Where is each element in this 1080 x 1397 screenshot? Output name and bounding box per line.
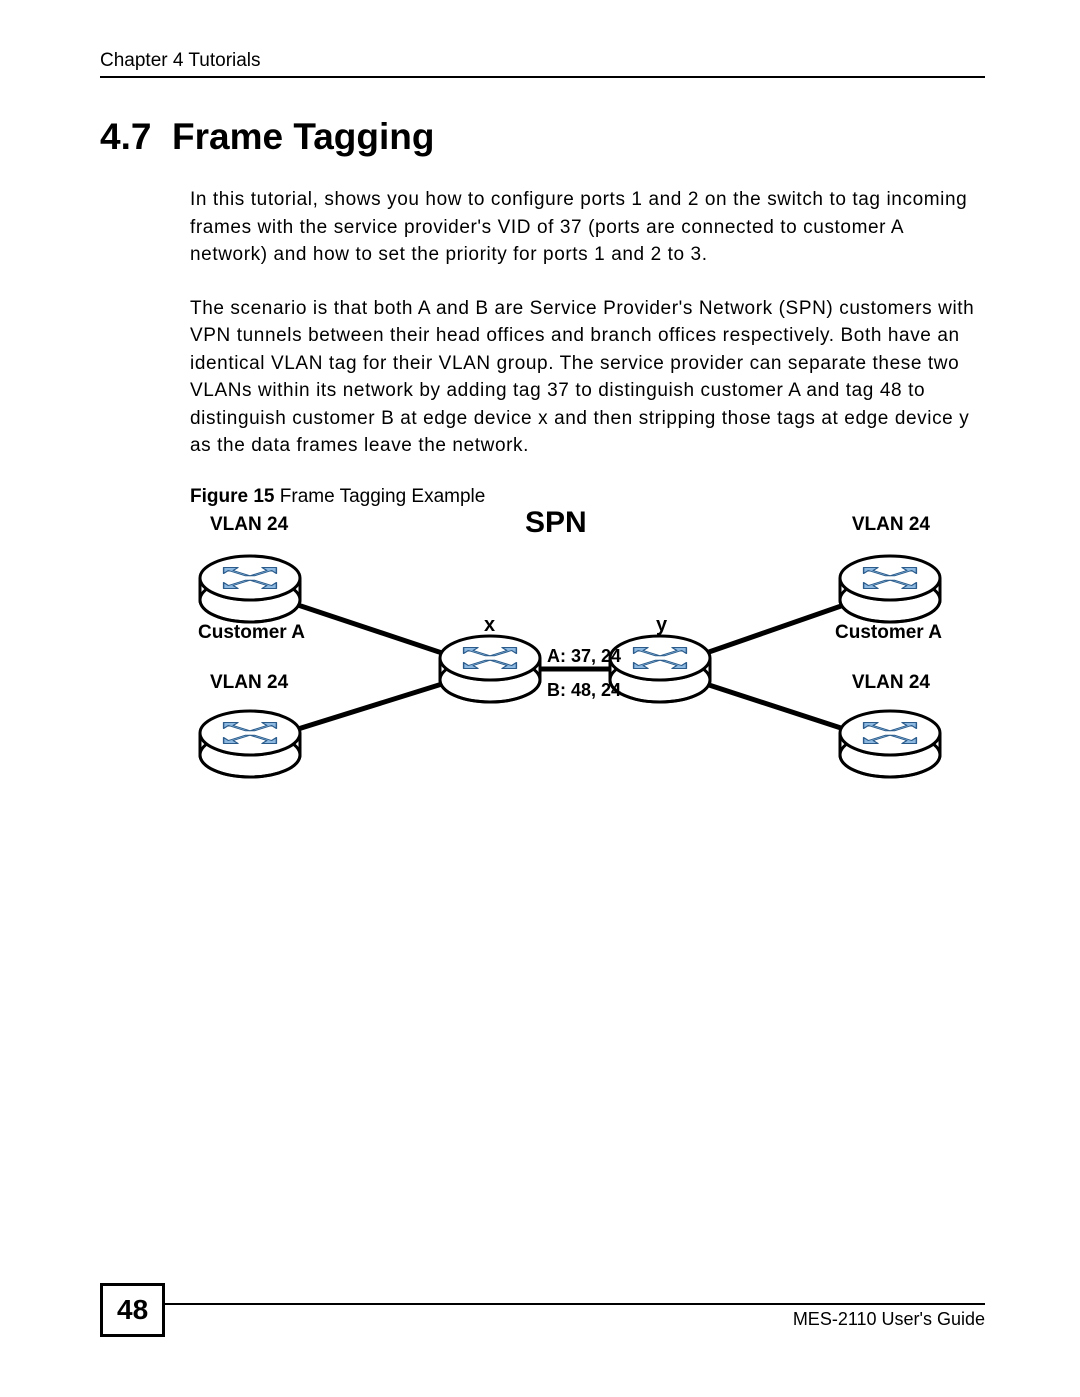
customer-a-right: Customer A: [835, 622, 942, 644]
figure-label-rest: Frame Tagging Example: [274, 486, 485, 507]
vlan-label-br: VLAN 24: [852, 672, 930, 694]
section-title: Frame Tagging: [172, 116, 434, 157]
spn-label: SPN: [525, 506, 587, 540]
section-number: 4.7: [100, 116, 151, 157]
diagram-svg: [190, 514, 950, 824]
paragraph-1: In this tutorial, shows you how to confi…: [100, 186, 985, 269]
customer-a-left: Customer A: [198, 622, 305, 644]
document-page: Chapter 4 Tutorials 4.7 Frame Tagging In…: [0, 0, 1080, 1397]
figure-label-bold: Figure 15: [190, 486, 274, 507]
link-a-label: A: 37, 24: [547, 646, 621, 667]
chapter-label: Chapter 4 Tutorials: [100, 50, 261, 71]
vlan-label-bl: VLAN 24: [210, 672, 288, 694]
node-y-label: y: [656, 614, 667, 637]
section-heading: 4.7 Frame Tagging: [100, 116, 985, 158]
footer-rule: [160, 1303, 985, 1305]
paragraph-2: The scenario is that both A and B are Se…: [100, 295, 985, 460]
footer-guide: MES-2110 User's Guide: [793, 1309, 985, 1330]
node-x-label: x: [484, 614, 495, 637]
page-footer: 48 MES-2110 User's Guide: [100, 1283, 985, 1337]
link-b-label: B: 48, 24: [547, 680, 621, 701]
network-diagram: SPN VLAN 24 Customer A VLAN 24 VLAN 24 C…: [190, 514, 950, 824]
page-number: 48: [100, 1283, 165, 1337]
vlan-label-tr: VLAN 24: [852, 514, 930, 536]
figure-caption: Figure 15 Frame Tagging Example: [190, 486, 985, 508]
header-rule: Chapter 4 Tutorials: [100, 50, 985, 78]
vlan-label-tl: VLAN 24: [210, 514, 288, 536]
